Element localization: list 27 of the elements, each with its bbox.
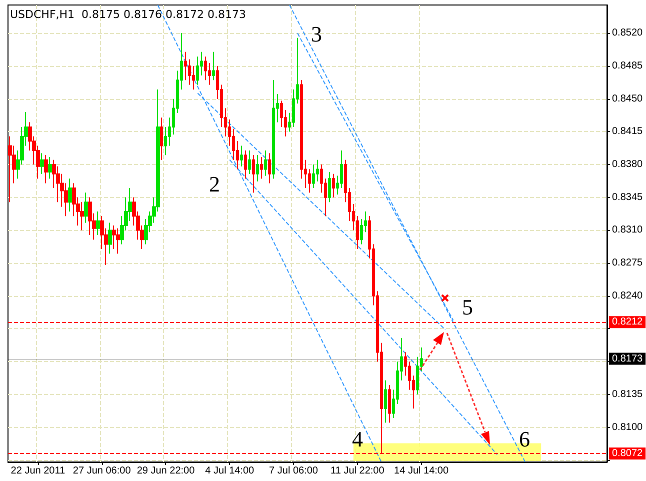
x-tick-label: 11 Jul 22:00 (330, 466, 385, 476)
chart-title: USDCHF,H1 0.8175 0.8176 0.8172 0.8173 (10, 8, 246, 21)
y-tick-label: 0.8450 (612, 93, 644, 104)
ref-line-label: 0.8072 (612, 448, 644, 460)
x-tick-label: 14 Jul 14:00 (394, 466, 449, 476)
annotation: 2 (209, 172, 220, 196)
x-tick-label: 29 Jun 22:00 (136, 466, 196, 476)
y-tick-label: 0.8135 (612, 388, 644, 400)
x-tick-label: 7 Jul 06:00 (269, 466, 318, 476)
annotation: 6 (519, 426, 530, 452)
x-tick-label: 4 Jul 14:00 (205, 466, 255, 476)
annotation: 5 (462, 294, 473, 320)
y-tick-label: 0.8485 (612, 60, 644, 72)
y-tick-label: 0.8240 (612, 290, 644, 302)
annotation: 4 (352, 426, 363, 452)
ref-line-label: 0.8173 (612, 353, 644, 364)
ref-line-label: 0.8212 (612, 316, 644, 328)
x-tick-label: 22 Jun 2011 (10, 466, 66, 476)
y-tick-label: 0.8415 (612, 126, 644, 138)
y-tick-label: 0.8275 (612, 258, 644, 269)
annotation: 3 (311, 22, 322, 46)
y-tick-label: 0.8345 (612, 192, 644, 203)
y-tick-label: 0.8310 (612, 224, 644, 236)
y-tick-label: 0.8100 (612, 422, 644, 433)
y-tick-label: 0.8380 (612, 159, 644, 170)
x-tick-label: 27 Jun 06:00 (72, 466, 132, 476)
y-tick-label: 0.8520 (612, 28, 644, 39)
